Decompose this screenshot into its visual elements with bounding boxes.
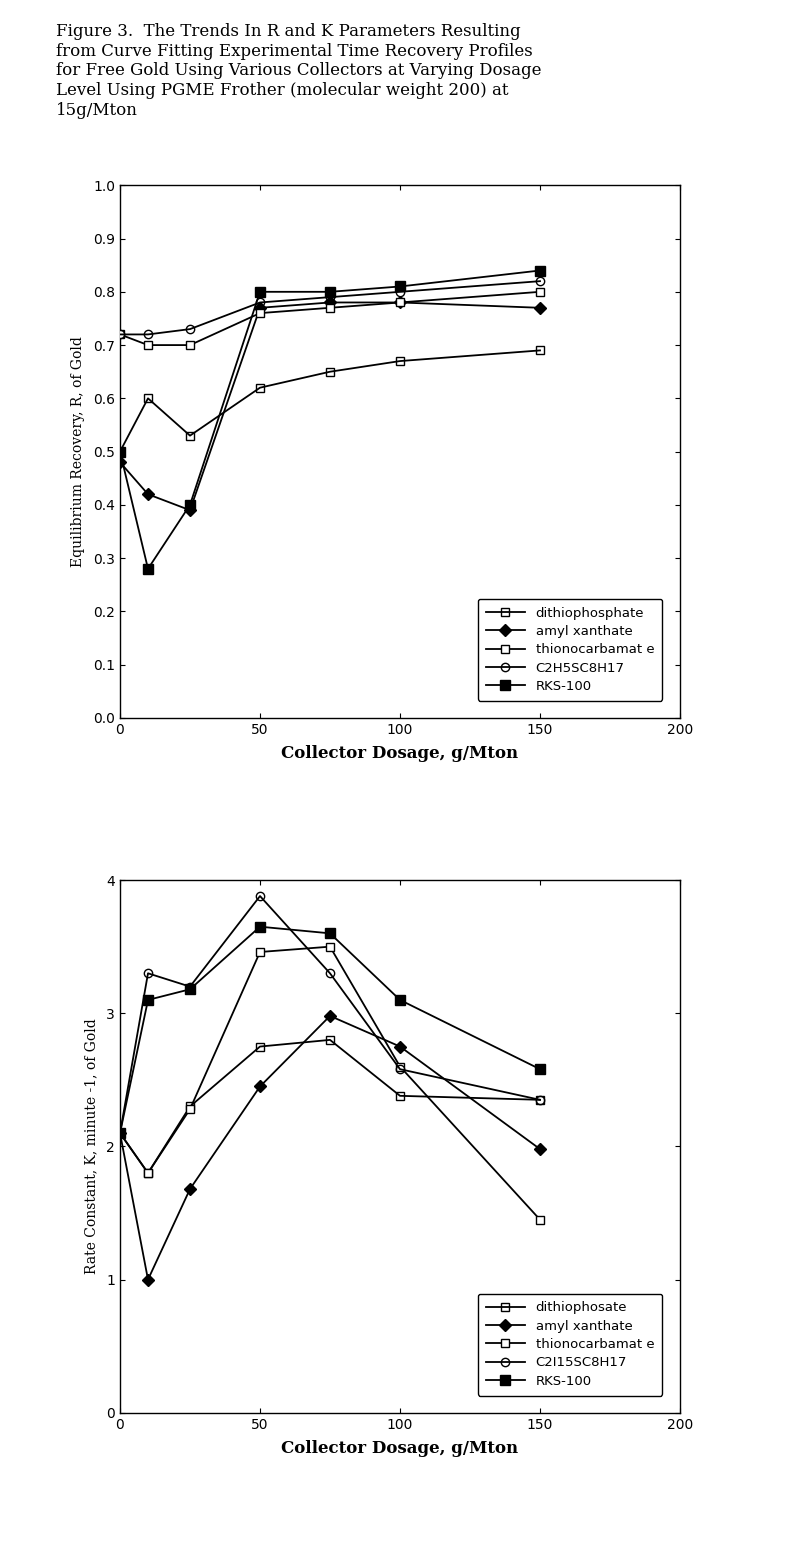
- X-axis label: Collector Dosage, g/Mton: Collector Dosage, g/Mton: [282, 1441, 518, 1458]
- Y-axis label: Equilibrium Recovery, R, of Gold: Equilibrium Recovery, R, of Gold: [71, 337, 85, 567]
- Legend: dithiophosphate, amyl xanthate, thionocarbamat e, C2H5SC8H17, RKS-100: dithiophosphate, amyl xanthate, thionoca…: [478, 599, 662, 701]
- Y-axis label: Rate Constant, K, minute -1, of Gold: Rate Constant, K, minute -1, of Gold: [84, 1019, 98, 1274]
- Text: Figure 3.  The Trends In R and K Parameters Resulting
from Curve Fitting Experim: Figure 3. The Trends In R and K Paramete…: [56, 23, 542, 119]
- X-axis label: Collector Dosage, g/Mton: Collector Dosage, g/Mton: [282, 746, 518, 763]
- Legend: dithiophosate, amyl xanthate, thionocarbamat e, C2I15SC8H17, RKS-100: dithiophosate, amyl xanthate, thionocarb…: [478, 1294, 662, 1396]
